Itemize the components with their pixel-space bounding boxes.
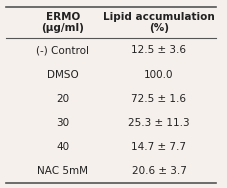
Text: 20: 20	[56, 94, 69, 104]
Text: 14.7 ± 7.7: 14.7 ± 7.7	[131, 142, 186, 152]
Text: 20.6 ± 3.7: 20.6 ± 3.7	[131, 166, 185, 176]
Text: 40: 40	[56, 142, 69, 152]
Text: (-) Control: (-) Control	[36, 45, 89, 55]
Text: 25.3 ± 11.3: 25.3 ± 11.3	[128, 118, 189, 128]
Text: DMSO: DMSO	[47, 70, 78, 80]
Text: 100.0: 100.0	[143, 70, 173, 80]
Text: 72.5 ± 1.6: 72.5 ± 1.6	[131, 94, 186, 104]
Text: 12.5 ± 3.6: 12.5 ± 3.6	[131, 45, 186, 55]
Text: 30: 30	[56, 118, 69, 128]
Text: ERMO
(μg/ml): ERMO (μg/ml)	[41, 12, 84, 33]
Text: NAC 5mM: NAC 5mM	[37, 166, 88, 176]
Text: Lipid accumulation
(%): Lipid accumulation (%)	[103, 12, 214, 33]
